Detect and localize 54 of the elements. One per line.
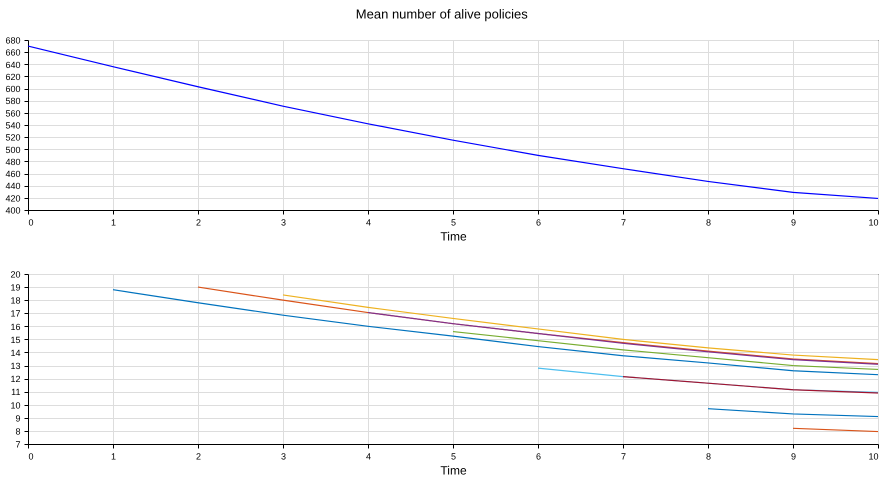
x-tick-label: 0 (28, 452, 34, 462)
x-tick-label: 2 (196, 218, 202, 228)
x-tick-label: 9 (790, 452, 796, 462)
y-tick-label: 13 (10, 361, 20, 372)
x-tick-label: 5 (450, 218, 456, 228)
y-tick-label: 19 (10, 282, 20, 293)
y-tick-label: 14 (10, 348, 20, 358)
y-tick-label: 660 (5, 48, 20, 58)
x-tick-label: 7 (620, 452, 626, 462)
y-tick-label: 600 (5, 84, 20, 94)
x-tick-label: 6 (536, 452, 542, 462)
x-tick-label: 10 (868, 452, 878, 462)
y-tick-label: 400 (5, 206, 20, 216)
x-tick-label: 7 (620, 218, 626, 228)
x-tick-label: 8 (706, 452, 712, 462)
y-tick-label: 620 (5, 72, 20, 82)
x-tick-label: 3 (280, 452, 286, 462)
y-tick-label: 480 (5, 156, 20, 167)
x-tick-label: 5 (450, 452, 456, 462)
y-tick-label: 16 (10, 322, 20, 332)
y-tick-label: 9 (15, 413, 20, 424)
y-tick-label: 7 (15, 440, 20, 450)
y-tick-label: 420 (5, 193, 20, 204)
x-tick-label: 10 (868, 218, 878, 228)
x-tick-label: 2 (196, 452, 202, 462)
x-tick-label: 4 (366, 452, 372, 462)
y-tick-label: 12 (10, 374, 20, 384)
y-tick-label: 540 (5, 120, 20, 130)
x-tick-label: 6 (536, 218, 542, 228)
y-tick-label: 15 (10, 334, 20, 345)
x-axis-title: Time (440, 464, 467, 478)
x-axis-title: Time (440, 230, 467, 244)
y-tick-label: 11 (11, 387, 20, 398)
x-tick-label: 1 (110, 452, 116, 462)
x-tick-label: 0 (28, 218, 34, 228)
y-tick-label: 580 (5, 96, 20, 106)
y-tick-label: 560 (5, 108, 20, 118)
x-tick-label: 1 (110, 218, 116, 228)
y-tick-label: 500 (5, 144, 20, 155)
x-tick-label: 4 (366, 218, 372, 228)
x-tick-label: 9 (790, 218, 796, 228)
x-tick-label: 8 (706, 218, 712, 228)
y-tick-label: 20 (10, 270, 20, 280)
y-tick-label: 440 (5, 181, 20, 192)
y-tick-label: 640 (5, 60, 20, 70)
y-tick-label: 18 (10, 296, 20, 306)
y-tick-label: 17 (10, 308, 20, 319)
y-tick-label: 460 (5, 169, 20, 180)
chart-title: Mean number of alive policies (356, 6, 528, 22)
y-tick-label: 8 (15, 426, 20, 436)
y-tick-label: 680 (5, 36, 20, 46)
y-tick-label: 10 (10, 400, 20, 410)
y-tick-label: 520 (5, 132, 20, 143)
x-tick-label: 3 (280, 218, 286, 228)
